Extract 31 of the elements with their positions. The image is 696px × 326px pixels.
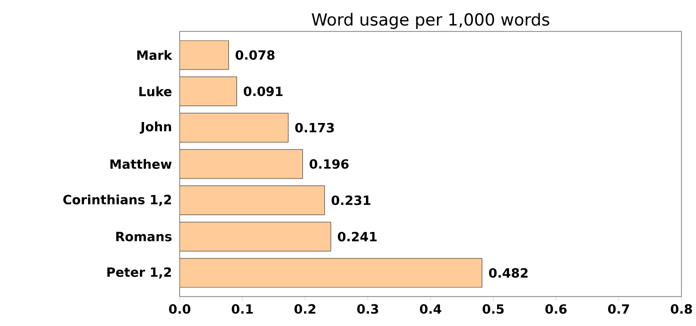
data-label: 0.091	[244, 86, 283, 96]
data-label: 0.241	[338, 232, 377, 242]
x-tick-label: 0.3	[357, 304, 378, 314]
bar	[180, 112, 288, 142]
data-label: 0.196	[310, 159, 349, 169]
y-tick-label: Peter 1,2	[107, 267, 171, 279]
y-tick-label: Romans	[116, 232, 172, 242]
bar	[180, 149, 303, 179]
chart-title: Word usage per 1,000 words	[312, 12, 550, 29]
bar	[180, 40, 229, 70]
bar	[180, 258, 482, 288]
data-label: 0.173	[295, 122, 334, 132]
x-tick-label: 0.4	[420, 304, 442, 314]
x-tick-label: 0.0	[169, 304, 190, 314]
x-tick-label: 0.1	[232, 304, 253, 314]
y-tick-label: Mark	[137, 50, 172, 60]
bar	[180, 186, 325, 216]
y-tick-label: Matthew	[110, 159, 172, 169]
y-tick-label: Luke	[139, 86, 172, 96]
x-tick-label: 0.6	[545, 304, 567, 314]
data-label: 0.078	[236, 50, 274, 60]
data-label: 0.231	[332, 195, 370, 206]
bar	[180, 222, 332, 252]
x-tick-label: 0.8	[670, 304, 692, 314]
x-tick-label: 0.5	[482, 304, 504, 314]
data-label: 0.482	[489, 268, 528, 278]
y-tick-label: John	[140, 122, 172, 134]
x-tick-label: 0.2	[294, 304, 316, 314]
bar	[180, 76, 237, 106]
x-tick-label: 0.7	[608, 304, 630, 314]
y-tick-label: Corinthians 1,2	[63, 194, 171, 206]
